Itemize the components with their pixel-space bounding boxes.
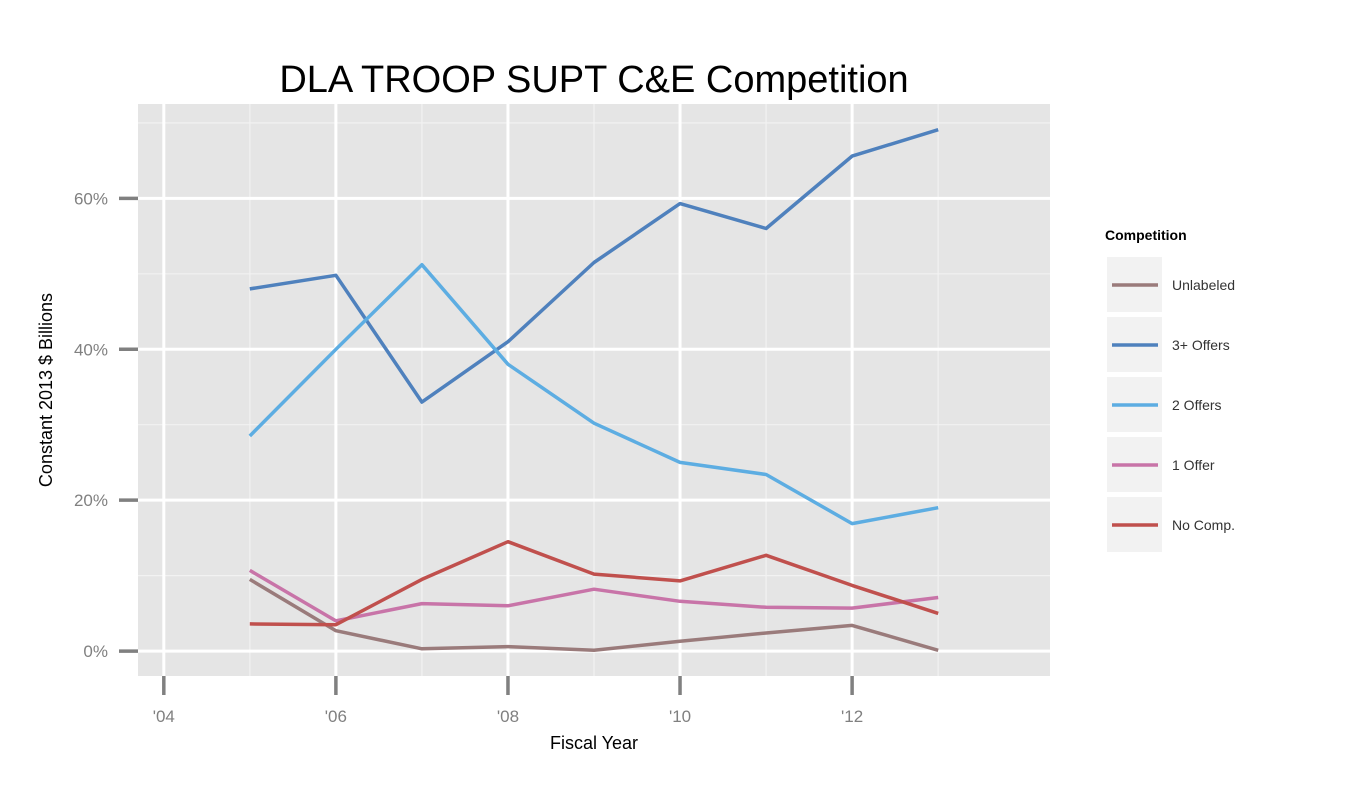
- y-tick-label: 40%: [74, 340, 108, 359]
- series-line-unlabeled: [248, 577, 939, 653]
- y-tick-label: 20%: [74, 491, 108, 510]
- y-axis: 0% 20% 40% 60%: [74, 189, 138, 661]
- y-tick-label: 60%: [74, 189, 108, 208]
- series-layer: [248, 128, 939, 653]
- y-axis-title: Constant 2013 $ Billions: [36, 293, 56, 487]
- y-tick-label: 0%: [83, 642, 108, 661]
- legend-label-no-comp: No Comp.: [1172, 517, 1235, 533]
- chart-title: DLA TROOP SUPT C&E Competition: [279, 59, 908, 101]
- series-line-no-comp: [249, 539, 939, 627]
- series-line-1-offer: [248, 568, 939, 623]
- x-axis: '04 '06 '08 '10 '12: [153, 676, 863, 726]
- legend-title: Competition: [1105, 227, 1187, 243]
- legend-label-3-offers: 3+ Offers: [1172, 337, 1230, 353]
- x-tick-label: '10: [669, 707, 691, 726]
- legend-label-1-offer: 1 Offer: [1172, 457, 1215, 473]
- x-tick-label: '12: [841, 707, 863, 726]
- legend-label-2-offers: 2 Offers: [1172, 397, 1222, 413]
- x-tick-label: '08: [497, 707, 519, 726]
- x-tick-label: '04: [153, 707, 175, 726]
- x-tick-label: '06: [325, 707, 347, 726]
- series-line-3-offers: [249, 128, 939, 404]
- legend-label-unlabeled: Unlabeled: [1172, 277, 1235, 293]
- x-axis-title: Fiscal Year: [550, 733, 638, 753]
- series-line-2-offers: [248, 262, 939, 526]
- legend: Competition Unlabeled 3+ Offers 2 Offers 1 …: [1105, 227, 1235, 552]
